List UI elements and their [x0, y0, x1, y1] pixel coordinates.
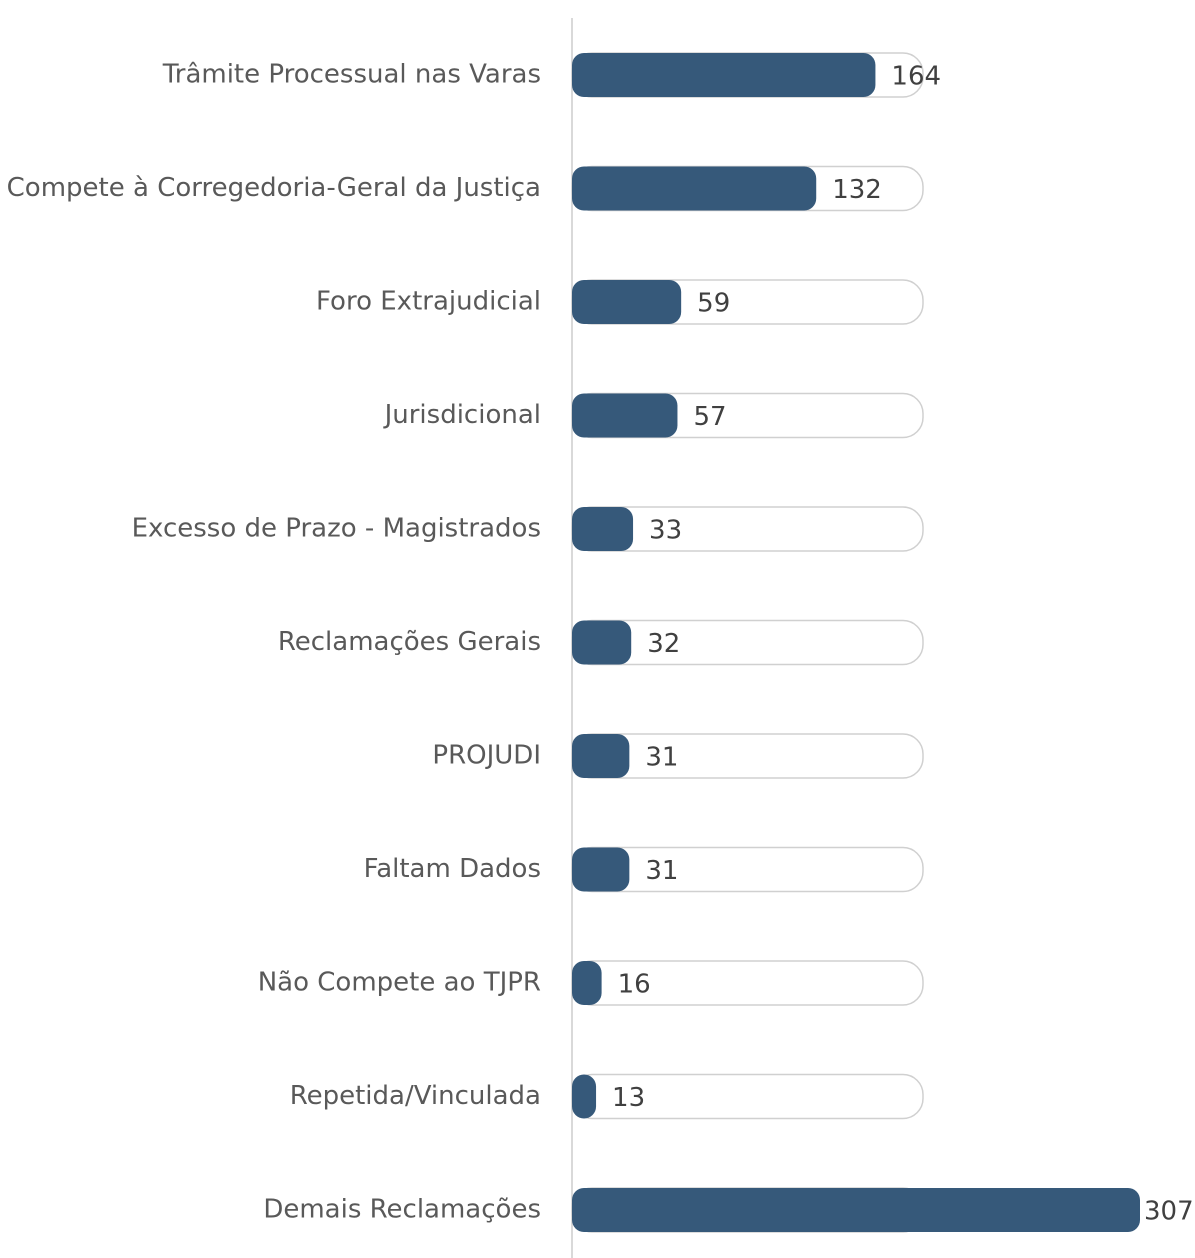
category-label: Excesso de Prazo - Magistrados [132, 514, 541, 544]
bar [572, 1074, 597, 1119]
value-label: 32 [647, 629, 680, 659]
value-label: 132 [832, 175, 882, 205]
value-label: 57 [693, 402, 726, 432]
bar [572, 166, 817, 211]
category-label: PROJUDI [432, 741, 541, 771]
category-label: Trâmite Processual nas Varas [162, 60, 541, 90]
value-label: 33 [649, 516, 682, 546]
value-label: 31 [645, 743, 678, 773]
category-label: Foro Extrajudicial [316, 287, 541, 317]
category-label: Compete à Corregedoria-Geral da Justiça [7, 173, 541, 203]
bar [572, 507, 634, 551]
bar [572, 1188, 1140, 1232]
bar [572, 620, 632, 665]
bar [572, 734, 630, 778]
value-label: 59 [697, 289, 730, 319]
value-label: 307 [1144, 1197, 1194, 1227]
value-label: 164 [891, 62, 941, 92]
category-label: Repetida/Vinculada [290, 1081, 541, 1111]
category-label: Não Compete ao TJPR [258, 968, 541, 998]
category-label: Demais Reclamações [263, 1195, 541, 1225]
bar [572, 53, 876, 97]
bar [572, 393, 678, 438]
category-label: Jurisdicional [383, 400, 541, 430]
category-label: Reclamações Gerais [278, 627, 541, 657]
category-label: Faltam Dados [364, 854, 541, 884]
value-label: 31 [645, 856, 678, 886]
value-label: 16 [618, 970, 651, 1000]
bar [572, 280, 682, 324]
bar [572, 961, 602, 1005]
bar [572, 847, 630, 892]
value-label: 13 [612, 1083, 645, 1113]
